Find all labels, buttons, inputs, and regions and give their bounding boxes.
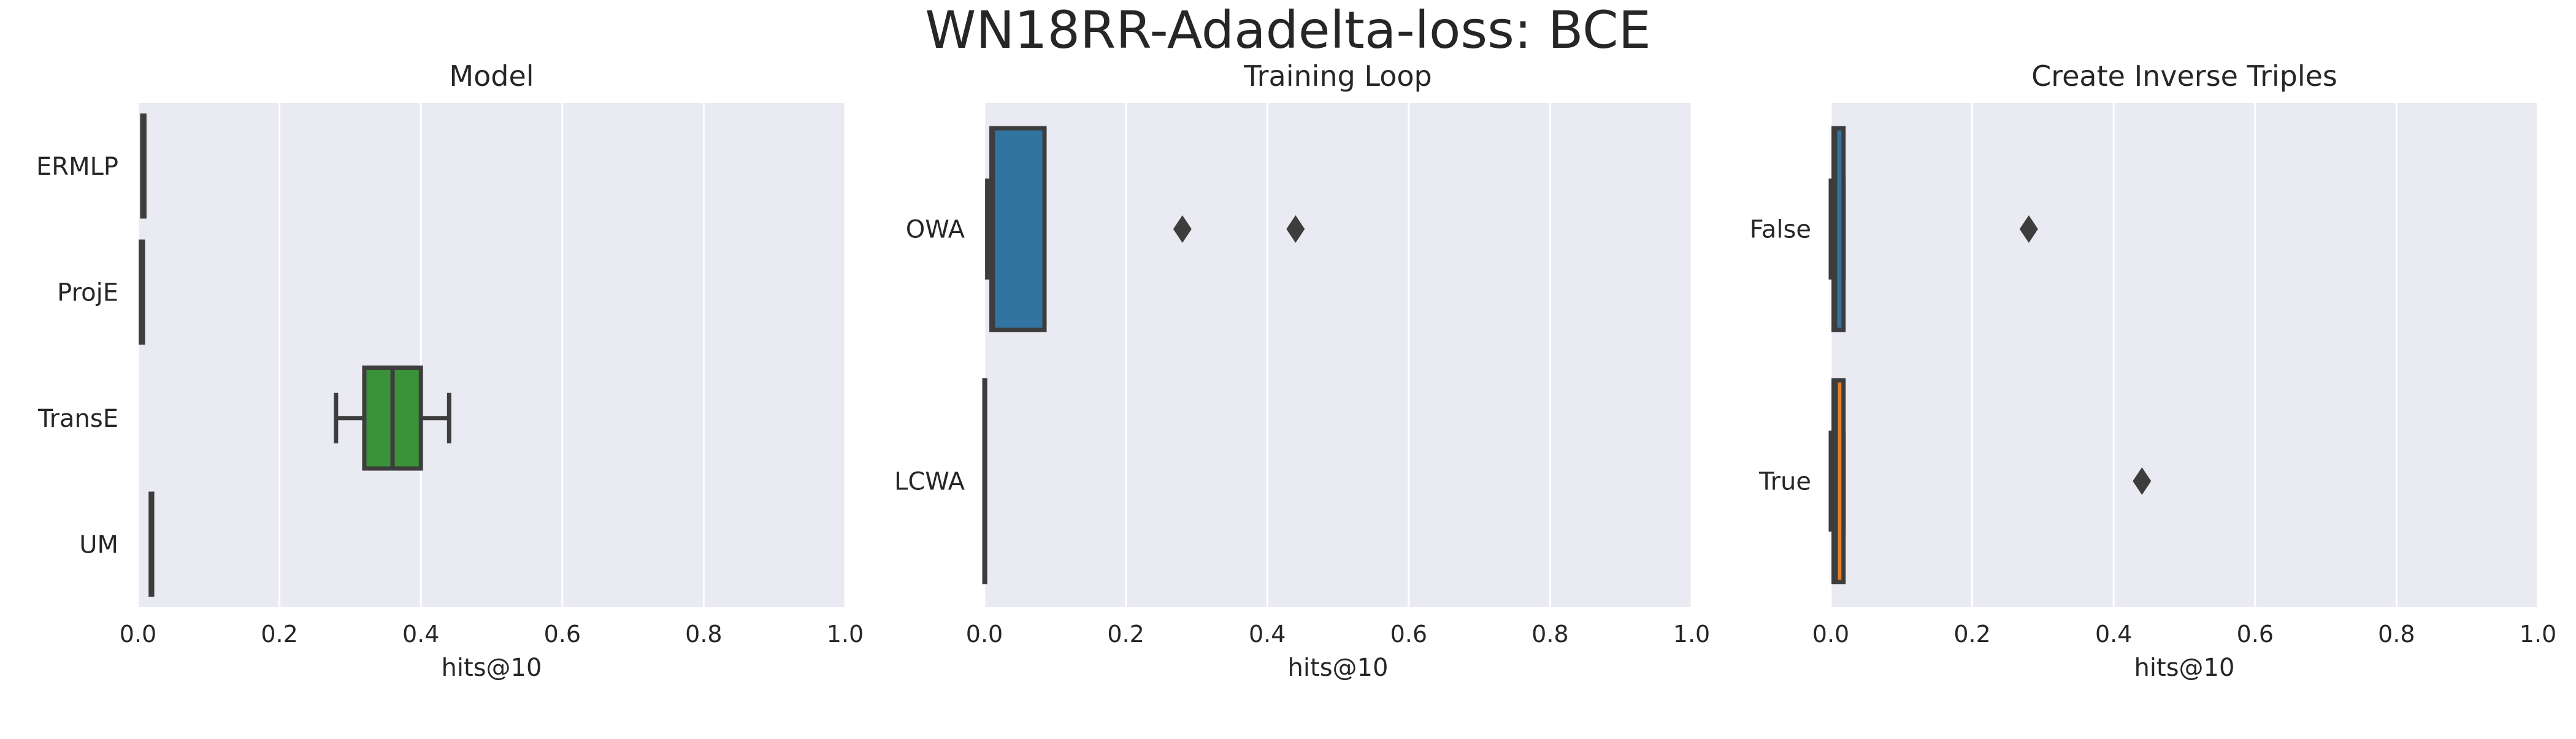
x-tick-label: 0.2 xyxy=(261,621,297,648)
x-tick-label: 0.2 xyxy=(1953,621,1990,648)
x-tick-label: 0.4 xyxy=(1249,621,1286,648)
x-tick-label: 0.0 xyxy=(966,621,1003,648)
x-tick-label: 1.0 xyxy=(2520,621,2556,648)
subplot-2: 0.0 0.2 0.4 0.6 0.8 1.0 Training Loop hits@10 OW… xyxy=(894,59,1710,682)
plot-area xyxy=(1831,103,2538,607)
x-tick-label: 0.6 xyxy=(2237,621,2274,648)
category-label: TransE xyxy=(37,405,118,433)
plot-area xyxy=(138,103,845,607)
category-label: OWA xyxy=(906,216,965,244)
box-OWA xyxy=(989,126,1047,332)
subplot-1: 0.0 0.2 0.4 0.6 0.8 1.0 Model hits@10 ERMLP ProjE… xyxy=(36,59,864,682)
outlier-point xyxy=(2019,215,2038,243)
subplot-title: Training Loop xyxy=(1243,59,1432,93)
x-tick-label: 0.8 xyxy=(685,621,722,648)
outlier-point xyxy=(1286,215,1305,243)
outlier-point xyxy=(2133,467,2152,495)
x-axis-label: hits@10 xyxy=(1288,654,1389,682)
category-label: True xyxy=(1758,468,1811,496)
subplot-title: Create Inverse Triples xyxy=(2031,59,2337,93)
x-tick-label: 0.4 xyxy=(2095,621,2132,648)
x-tick-label: 0.0 xyxy=(120,621,156,648)
figure-title: WN18RR-Adadelta-loss: BCE xyxy=(925,0,1651,60)
category-label: LCWA xyxy=(894,468,965,496)
x-tick-label: 1.0 xyxy=(827,621,864,648)
category-label: UM xyxy=(79,530,118,559)
outlier-point xyxy=(1173,215,1192,243)
x-axis-label: hits@10 xyxy=(2134,654,2235,682)
x-tick-label: 0.0 xyxy=(1812,621,1849,648)
plot-area xyxy=(984,103,1692,607)
x-tick-label: 0.8 xyxy=(2378,621,2415,648)
x-tick-label: 1.0 xyxy=(1673,621,1710,648)
subplot-3: 0.0 0.2 0.4 0.6 0.8 1.0 Create Inverse Triples… xyxy=(1750,59,2557,682)
x-tick-label: 0.6 xyxy=(544,621,581,648)
category-label: ERMLP xyxy=(36,153,118,181)
x-axis-label: hits@10 xyxy=(442,654,542,682)
x-tick-label: 0.2 xyxy=(1107,621,1144,648)
x-tick-label: 0.8 xyxy=(1531,621,1568,648)
category-label: ProjE xyxy=(57,278,118,307)
category-label: False xyxy=(1750,216,1811,244)
x-tick-label: 0.6 xyxy=(1390,621,1427,648)
x-tick-label: 0.4 xyxy=(402,621,439,648)
subplot-title: Model xyxy=(449,59,534,93)
